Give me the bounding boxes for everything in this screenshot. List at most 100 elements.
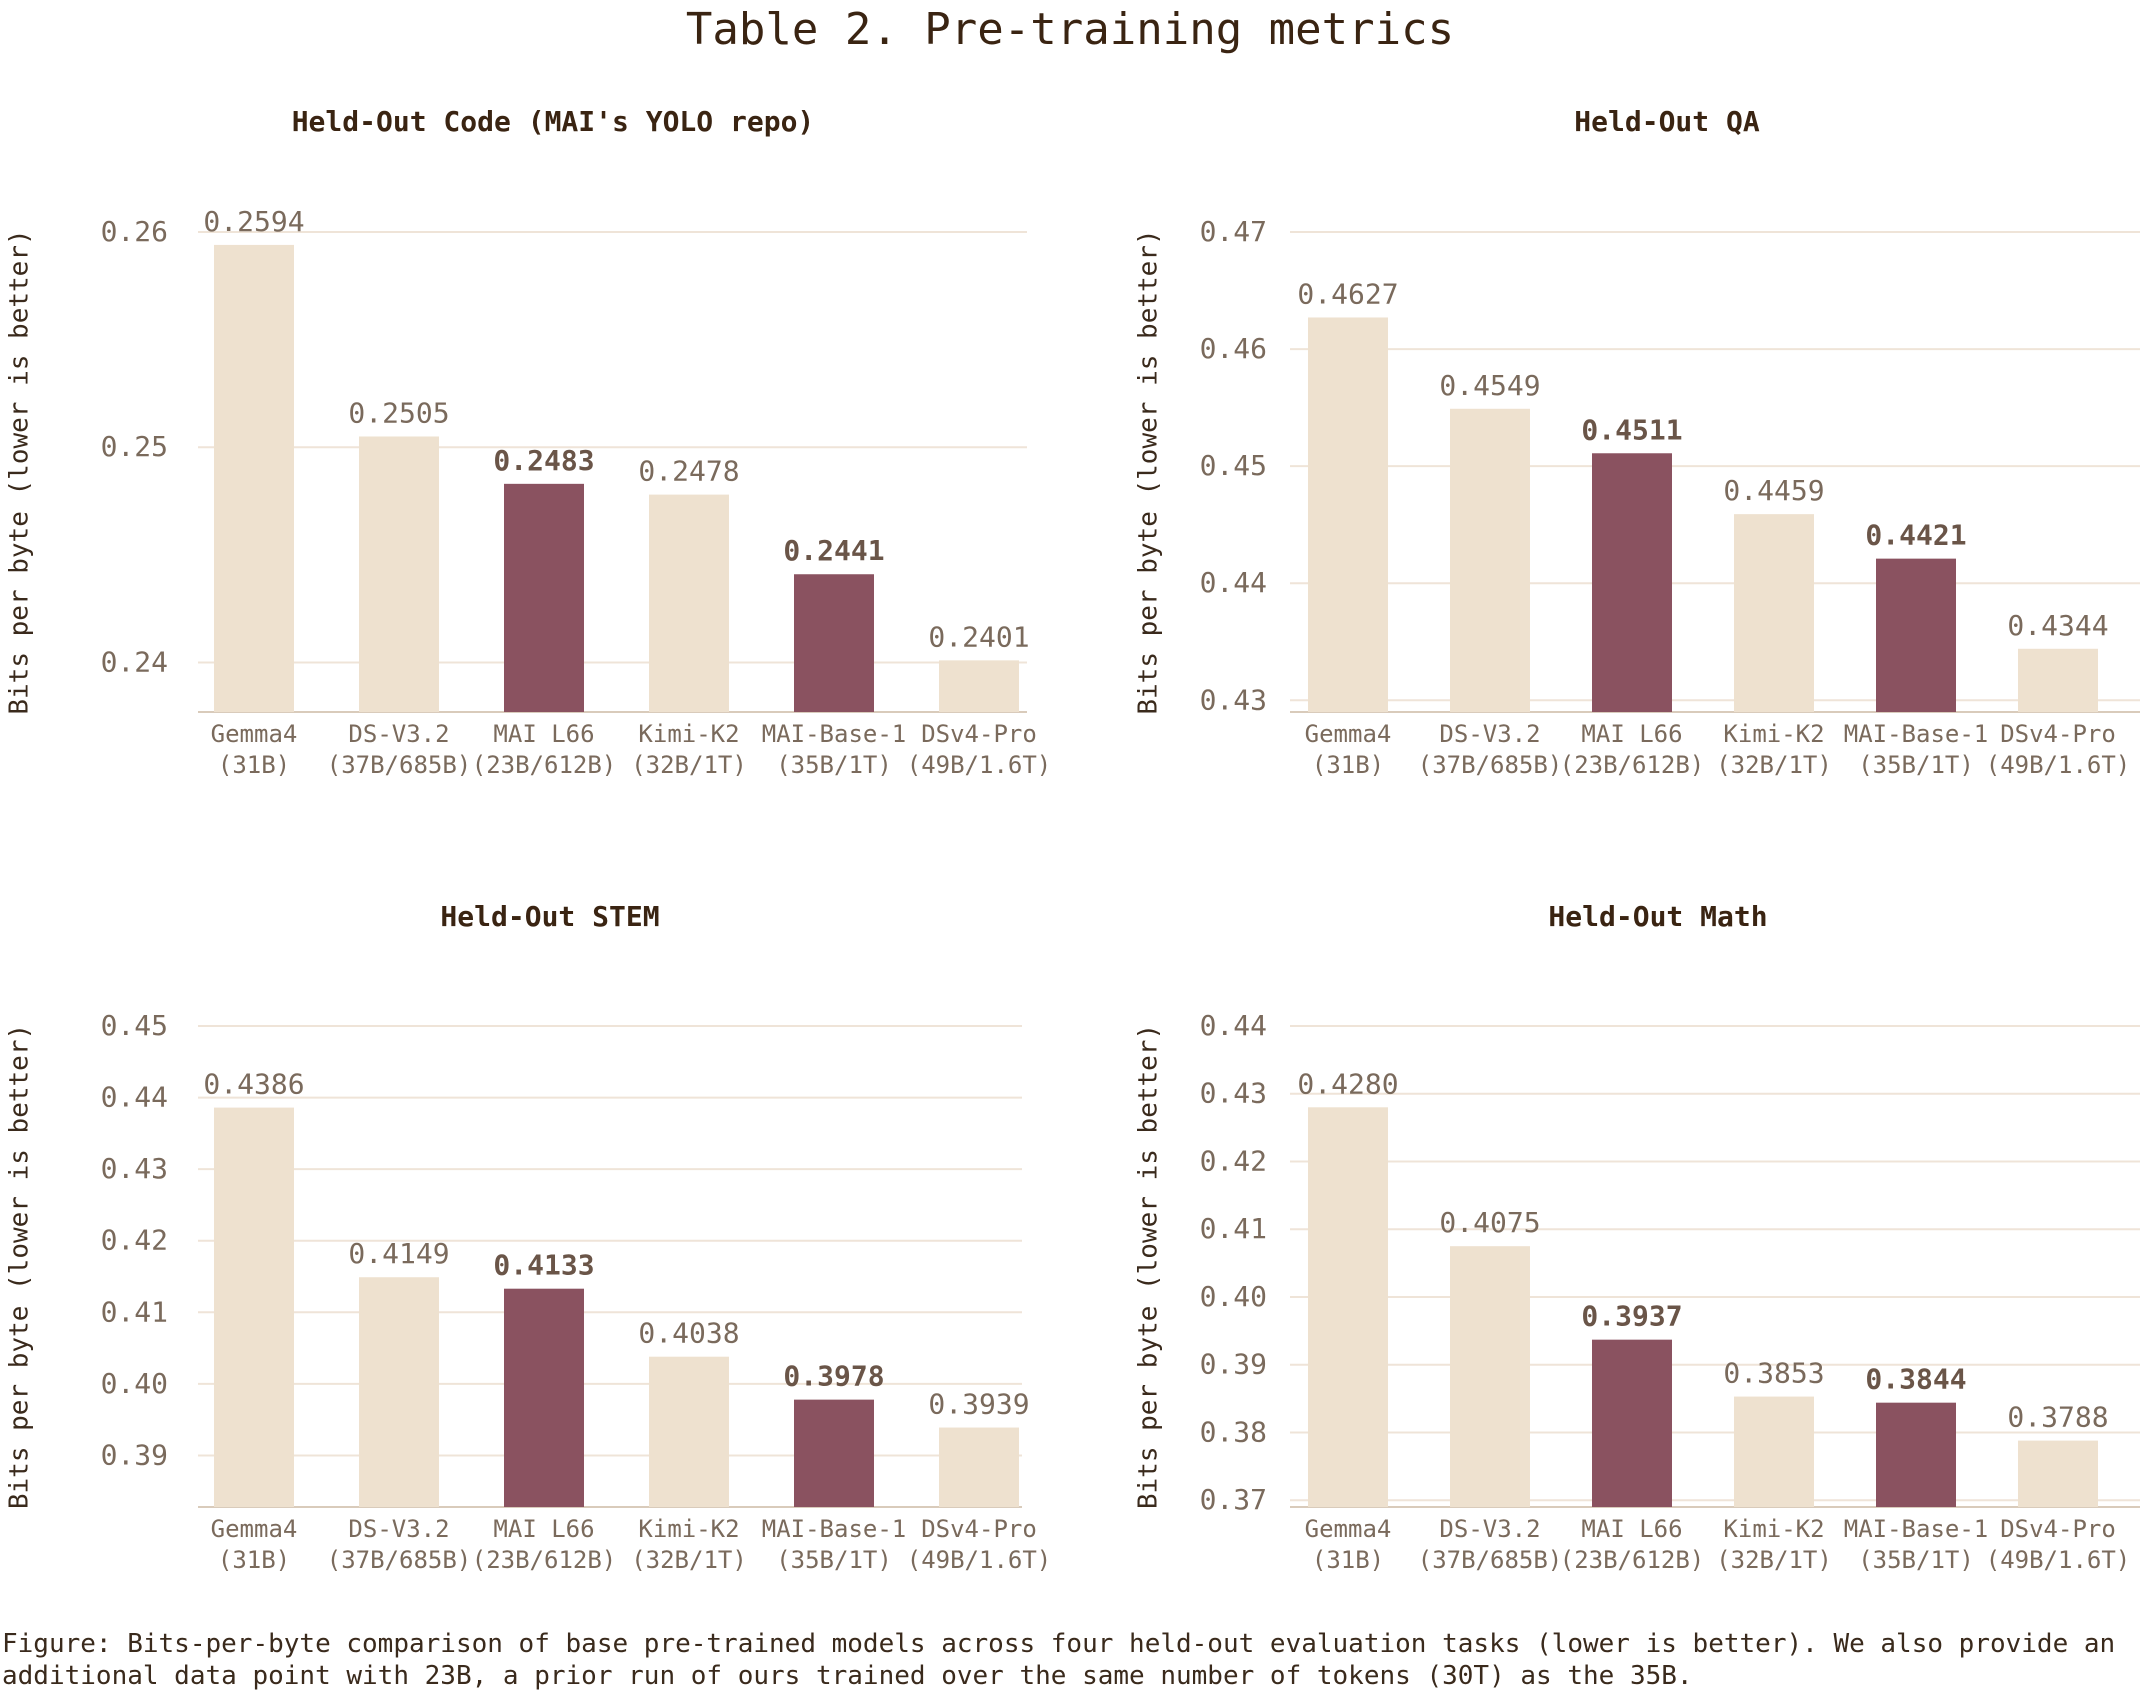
y-tick-label: 0.24 [101, 645, 168, 678]
x-tick-sublabel: (49B/1.6T) [907, 1546, 1052, 1574]
x-tick-label: DS-V3.2 [1439, 1515, 1540, 1543]
bar [1734, 1396, 1814, 1507]
value-label: 0.3978 [783, 1360, 884, 1393]
x-tick-sublabel: (31B) [218, 751, 290, 779]
x-tick-label: DS-V3.2 [1439, 720, 1540, 748]
bar [1308, 1107, 1388, 1507]
x-tick-sublabel: (37B/685B) [327, 1546, 472, 1574]
x-tick-label: MAI-Base-1 [1844, 720, 1989, 748]
bar-highlighted [1876, 1402, 1956, 1507]
x-tick-sublabel: (35B/1T) [1858, 751, 1974, 779]
y-axis-label: Bits per byte (lower is better) [1134, 1024, 1164, 1509]
y-tick-label: 0.44 [1200, 566, 1267, 599]
value-label: 0.4459 [1723, 474, 1824, 507]
bar [2018, 648, 2098, 712]
bar [939, 1427, 1019, 1507]
chart-panel-4: Held-Out Math Bits per byte (lower is bet… [1134, 900, 2140, 1574]
x-tick-sublabel: (35B/1T) [776, 1546, 892, 1574]
y-tick-label: 0.41 [101, 1295, 168, 1328]
x-tick-sublabel: (23B/612B) [472, 1546, 617, 1574]
x-tick-label: MAI-Base-1 [1844, 1515, 1989, 1543]
x-tick-sublabel: (49B/1.6T) [907, 751, 1052, 779]
x-tick-label: DS-V3.2 [348, 720, 449, 748]
bar-highlighted [794, 1399, 874, 1507]
x-tick-sublabel: (31B) [218, 1546, 290, 1574]
y-tick-label: 0.43 [101, 1152, 168, 1185]
chart-title: Held-Out Code (MAI's YOLO repo) [292, 105, 815, 138]
x-tick-label: DS-V3.2 [348, 1515, 449, 1543]
x-tick-label: Gemma4 [211, 720, 298, 748]
value-label: 0.4627 [1297, 277, 1398, 310]
bar-highlighted [1876, 558, 1956, 712]
value-label: 0.3788 [2007, 1401, 2108, 1434]
x-tick-sublabel: (35B/1T) [776, 751, 892, 779]
value-label: 0.4421 [1865, 519, 1966, 552]
x-tick-label: DSv4-Pro [921, 720, 1037, 748]
value-label: 0.4075 [1439, 1206, 1540, 1239]
x-tick-sublabel: (32B/1T) [1716, 751, 1832, 779]
x-tick-sublabel: (35B/1T) [1858, 1546, 1974, 1574]
y-tick-label: 0.37 [1200, 1483, 1267, 1516]
x-tick-label: Gemma4 [1305, 1515, 1392, 1543]
bar-highlighted [794, 574, 874, 712]
x-tick-label: MAI L66 [1581, 1515, 1682, 1543]
value-label: 0.2401 [928, 620, 1029, 653]
bar [1450, 1246, 1530, 1507]
x-tick-sublabel: (49B/1.6T) [1986, 1546, 2131, 1574]
value-label: 0.4280 [1297, 1067, 1398, 1100]
page-title: Table 2. Pre-training metrics [685, 4, 1455, 55]
bar [1450, 408, 1530, 712]
chart-title: Held-Out Math [1548, 900, 1767, 933]
value-label: 0.2505 [348, 396, 449, 429]
charts-canvas: Held-Out Code (MAI's YOLO repo) Bits per … [5, 105, 2140, 1574]
bar-highlighted [1592, 1339, 1672, 1507]
x-tick-label: DSv4-Pro [2000, 720, 2116, 748]
value-label: 0.4149 [348, 1237, 449, 1270]
value-label: 0.3844 [1865, 1363, 1966, 1396]
y-axis-label: Bits per byte (lower is better) [5, 1024, 35, 1509]
x-tick-label: Kimi-K2 [1723, 1515, 1824, 1543]
y-tick-label: 0.45 [101, 1009, 168, 1042]
y-tick-label: 0.42 [101, 1224, 168, 1257]
bar [939, 660, 1019, 712]
figure-caption: Figure: Bits-per-byte comparison of base… [2, 1629, 2116, 1691]
value-label: 0.4133 [493, 1249, 594, 1282]
x-tick-sublabel: (31B) [1312, 751, 1384, 779]
x-tick-label: Gemma4 [211, 1515, 298, 1543]
chart-panel-3: Held-Out STEM Bits per byte (lower is bet… [5, 900, 1052, 1574]
x-tick-sublabel: (23B/612B) [1560, 751, 1705, 779]
x-tick-label: MAI-Base-1 [762, 720, 907, 748]
x-tick-label: MAI-Base-1 [762, 1515, 907, 1543]
bar-highlighted [1592, 453, 1672, 712]
value-label: 0.4038 [638, 1317, 739, 1350]
x-tick-sublabel: (37B/685B) [1418, 751, 1563, 779]
x-tick-sublabel: (49B/1.6T) [1986, 751, 2131, 779]
x-tick-label: MAI L66 [1581, 720, 1682, 748]
value-label: 0.4549 [1439, 369, 1540, 402]
y-tick-label: 0.39 [1200, 1348, 1267, 1381]
bar-highlighted [504, 483, 584, 712]
bar [214, 244, 294, 712]
bar [1308, 317, 1388, 712]
y-tick-label: 0.42 [1200, 1144, 1267, 1177]
y-tick-label: 0.43 [1200, 1077, 1267, 1110]
y-tick-label: 0.39 [101, 1438, 168, 1471]
x-tick-sublabel: (37B/685B) [1418, 1546, 1563, 1574]
y-tick-label: 0.44 [1200, 1009, 1267, 1042]
y-tick-label: 0.38 [1200, 1415, 1267, 1448]
x-tick-label: Kimi-K2 [638, 1515, 739, 1543]
y-axis-label: Bits per byte (lower is better) [5, 229, 35, 714]
x-tick-sublabel: (32B/1T) [1716, 1546, 1832, 1574]
x-tick-sublabel: (23B/612B) [472, 751, 617, 779]
y-tick-label: 0.25 [101, 430, 168, 463]
value-label: 0.4344 [2007, 609, 2108, 642]
x-tick-label: Kimi-K2 [638, 720, 739, 748]
y-tick-label: 0.45 [1200, 449, 1267, 482]
chart-title: Held-Out STEM [440, 900, 659, 933]
value-label: 0.2478 [638, 455, 739, 488]
bar [649, 1356, 729, 1507]
x-tick-label: MAI L66 [493, 1515, 594, 1543]
bar [214, 1107, 294, 1507]
x-tick-label: Gemma4 [1305, 720, 1392, 748]
x-tick-label: DSv4-Pro [2000, 1515, 2116, 1543]
